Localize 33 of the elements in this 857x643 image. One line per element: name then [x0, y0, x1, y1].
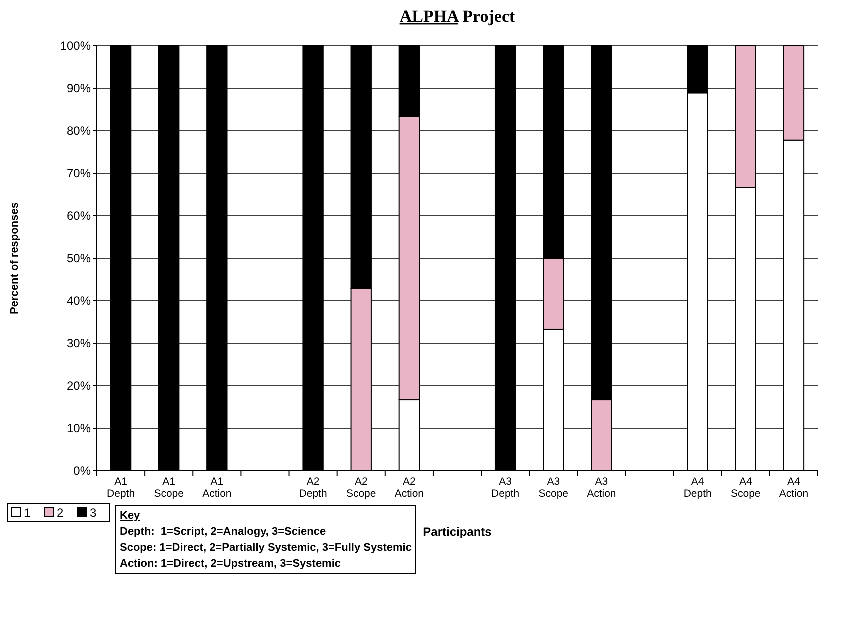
x-axis-title: Participants: [423, 525, 492, 539]
x-tick-label: A3 Depth: [492, 476, 520, 500]
legend-label: 3: [90, 506, 97, 520]
x-tick-label: A4 Action: [779, 476, 809, 500]
y-tick-label: 90%: [66, 82, 92, 96]
text: Key: [120, 510, 142, 522]
x-tick-label: A3 Scope: [538, 476, 569, 500]
text: Scope: 1=Direct, 2=Partially Systemic, 3=Fully Systemic: [120, 542, 412, 554]
x-tick-label: A4 Depth: [684, 476, 712, 500]
y-tick-label: 20%: [66, 379, 92, 394]
x-tick-label: A1 Action: [202, 476, 232, 500]
x-tick-label: A4 Scope: [731, 476, 761, 500]
y-tick-label: 60%: [66, 209, 92, 224]
x-tick-label: A2 Action: [394, 476, 424, 500]
y-tick-label: 0%: [74, 464, 92, 478]
y-tick-label: 100%: [60, 39, 92, 54]
legend-label: 1: [24, 506, 31, 520]
x-tick-label: A1 Scope: [154, 476, 184, 500]
y-tick-label: 70%: [66, 166, 92, 181]
chart-title: ALPHA Project: [400, 7, 516, 26]
y-axis-title: Percent of responses: [9, 202, 21, 314]
y-tick-label: 40%: [66, 294, 92, 308]
y-tick-label: 10%: [66, 422, 92, 436]
text: Action: 1=Direct, 2=Upstream, 3=Systemic: [120, 558, 342, 570]
y-tick-label: 30%: [66, 336, 92, 351]
y-tick-label: 80%: [66, 124, 92, 138]
x-tick-label: A2 Depth: [299, 476, 328, 500]
text: Depth: 1=Script, 2=Analogy, 3=Science: [120, 526, 326, 538]
x-tick-label: A3 Action: [587, 476, 616, 500]
legend-label: 2: [57, 506, 64, 520]
x-tick-label: A2 Scope: [346, 476, 376, 500]
y-tick-label: 50%: [66, 252, 92, 266]
x-tick-label: A1 Depth: [107, 476, 136, 500]
